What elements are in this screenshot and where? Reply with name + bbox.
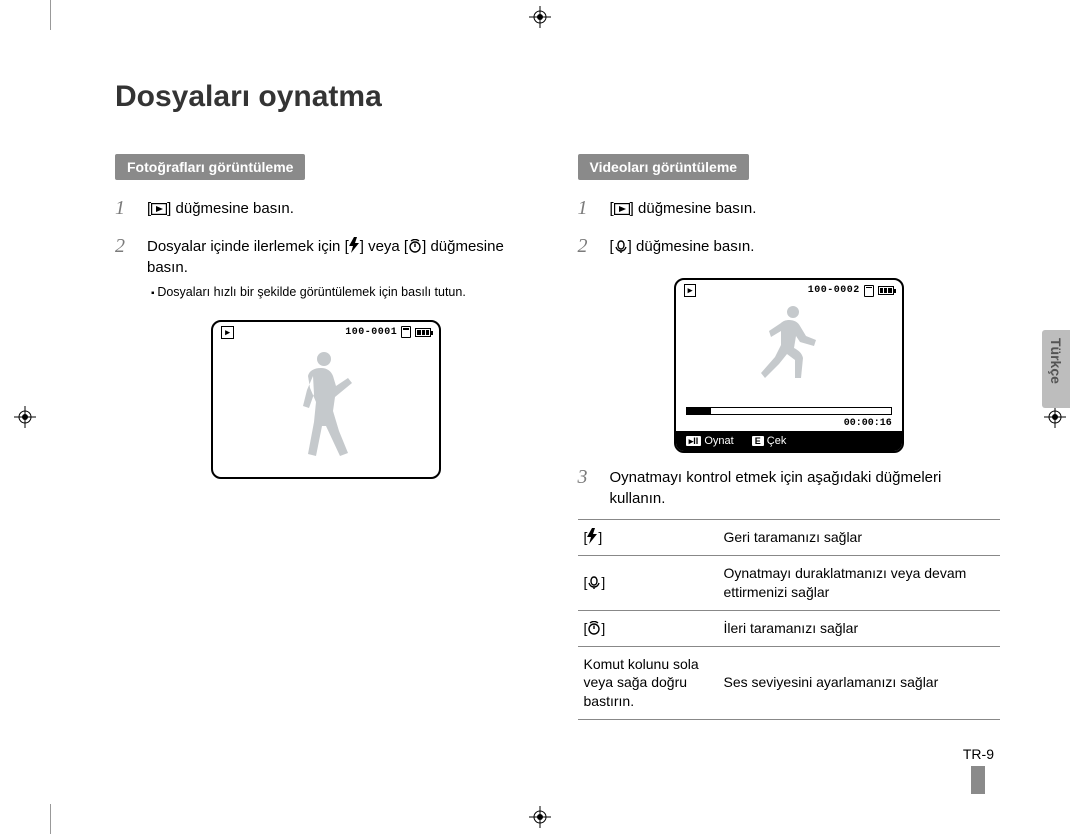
step-number: 1 bbox=[115, 194, 133, 222]
screen-indicators: 100-0002 bbox=[808, 285, 894, 297]
footer-capture-group: E Çek bbox=[752, 435, 787, 447]
table-row: [] Geri taramanızı sağlar bbox=[578, 520, 1001, 556]
table-row: Komut kolunu sola veya sağa doğru bastır… bbox=[578, 646, 1001, 720]
play-pause-footer-icon: ▸II bbox=[686, 436, 702, 446]
file-counter: 100-0002 bbox=[808, 285, 860, 296]
step-1: 1 [] düğmesine basın. bbox=[578, 194, 1001, 222]
step-note: Dosyaları hızlı bir şekilde görüntülemek… bbox=[147, 284, 538, 302]
controls-table: [] Geri taramanızı sağlar [] Oynatmayı d… bbox=[578, 519, 1001, 720]
crop-mark bbox=[50, 0, 51, 30]
step-number: 2 bbox=[578, 232, 596, 260]
screen-status-bar: ▸ 100-0001 bbox=[213, 322, 439, 339]
screen-image-area bbox=[213, 339, 439, 477]
section-heading-photos: Fotoğrafları görüntüleme bbox=[115, 154, 305, 180]
screen-image-area bbox=[676, 297, 902, 407]
timer-icon bbox=[408, 239, 422, 253]
section-heading-videos: Videoları görüntüleme bbox=[578, 154, 750, 180]
footer-capture-label: Çek bbox=[767, 435, 787, 447]
step-text: [] düğmesine basın. bbox=[147, 194, 538, 222]
step-3: 3 Oynatmayı kontrol etmek için aşağıdaki… bbox=[578, 463, 1001, 509]
battery-icon bbox=[878, 286, 894, 295]
left-column: Fotoğrafları görüntüleme 1 [] düğmesine … bbox=[115, 154, 538, 720]
person-silhouette-icon bbox=[291, 348, 361, 468]
step-number: 3 bbox=[578, 463, 596, 509]
memory-card-icon bbox=[864, 285, 874, 297]
control-key: [] bbox=[578, 610, 718, 646]
flash-icon bbox=[587, 528, 598, 544]
step-2: 2 [] düğmesine basın. bbox=[578, 232, 1001, 260]
table-row: [] İleri taramanızı sağlar bbox=[578, 610, 1001, 646]
registration-mark-icon bbox=[529, 806, 551, 828]
step-2: 2 Dosyalar içinde ilerlemek için [] veya… bbox=[115, 232, 538, 302]
step-1: 1 [] düğmesine basın. bbox=[115, 194, 538, 222]
video-steps-continued: 3 Oynatmayı kontrol etmek için aşağıdaki… bbox=[578, 463, 1001, 509]
screen-footer: ▸II Oynat E Çek bbox=[676, 431, 902, 451]
registration-mark-icon bbox=[1044, 406, 1066, 428]
step-text: [] düğmesine basın. bbox=[610, 194, 1001, 222]
footer-play-group: ▸II Oynat bbox=[686, 435, 734, 447]
progress-bar-row bbox=[676, 407, 902, 417]
macro-icon bbox=[614, 239, 628, 253]
flash-icon bbox=[349, 237, 360, 253]
control-desc: Ses seviyesini ayarlamanızı sağlar bbox=[718, 646, 1001, 720]
screen-indicators: 100-0001 bbox=[345, 326, 431, 338]
control-key: [] bbox=[578, 520, 718, 556]
step-number: 2 bbox=[115, 232, 133, 302]
progress-fill bbox=[687, 408, 711, 414]
step-text: Oynatmayı kontrol etmek için aşağıdaki d… bbox=[610, 463, 1001, 509]
page-number-bar bbox=[971, 766, 985, 794]
video-progress-bar bbox=[686, 407, 892, 415]
control-desc: Oynatmayı duraklatmanızı veya devam etti… bbox=[718, 555, 1001, 610]
step-text: Dosyalar içinde ilerlemek için [] veya [… bbox=[147, 232, 538, 302]
timer-icon bbox=[587, 621, 601, 635]
right-column: Videoları görüntüleme 1 [] düğmesine bas… bbox=[578, 154, 1001, 720]
photo-preview-screen: ▸ 100-0001 bbox=[211, 320, 441, 479]
video-preview-screen: ▸ 100-0002 00 bbox=[674, 278, 904, 453]
file-counter: 100-0001 bbox=[345, 327, 397, 338]
page-content: Dosyaları oynatma Fotoğrafları görüntüle… bbox=[115, 80, 1000, 794]
table-row: [] Oynatmayı duraklatmanızı veya devam e… bbox=[578, 555, 1001, 610]
video-steps: 1 [] düğmesine basın. 2 [] düğmesine bas… bbox=[578, 194, 1001, 260]
page-number-text: TR-9 bbox=[963, 746, 994, 762]
crop-mark bbox=[50, 804, 51, 834]
control-key: [] bbox=[578, 555, 718, 610]
registration-mark-icon bbox=[14, 406, 36, 428]
playback-mode-icon: ▸ bbox=[221, 326, 234, 339]
page-title: Dosyaları oynatma bbox=[115, 80, 1000, 114]
page-number: TR-9 bbox=[963, 746, 994, 794]
registration-mark-icon bbox=[529, 6, 551, 28]
battery-icon bbox=[415, 328, 431, 337]
step-text: [] düğmesine basın. bbox=[610, 232, 1001, 260]
columns: Fotoğrafları görüntüleme 1 [] düğmesine … bbox=[115, 154, 1000, 720]
memory-card-icon bbox=[401, 326, 411, 338]
capture-footer-icon: E bbox=[752, 436, 764, 446]
macro-icon bbox=[587, 575, 601, 589]
screen-status-bar: ▸ 100-0002 bbox=[676, 280, 902, 297]
photo-steps: 1 [] düğmesine basın. 2 Dosyalar içinde … bbox=[115, 194, 538, 302]
video-timestamp: 00:00:16 bbox=[676, 417, 902, 431]
step-number: 1 bbox=[578, 194, 596, 222]
control-key: Komut kolunu sola veya sağa doğru bastır… bbox=[578, 646, 718, 720]
playback-icon bbox=[151, 203, 167, 215]
language-tab: Türkçe bbox=[1042, 330, 1070, 408]
footer-play-label: Oynat bbox=[704, 435, 733, 447]
playback-icon bbox=[614, 203, 630, 215]
playback-mode-icon: ▸ bbox=[684, 284, 697, 297]
control-desc: İleri taramanızı sağlar bbox=[718, 610, 1001, 646]
control-desc: Geri taramanızı sağlar bbox=[718, 520, 1001, 556]
dancer-silhouette-icon bbox=[749, 302, 829, 402]
